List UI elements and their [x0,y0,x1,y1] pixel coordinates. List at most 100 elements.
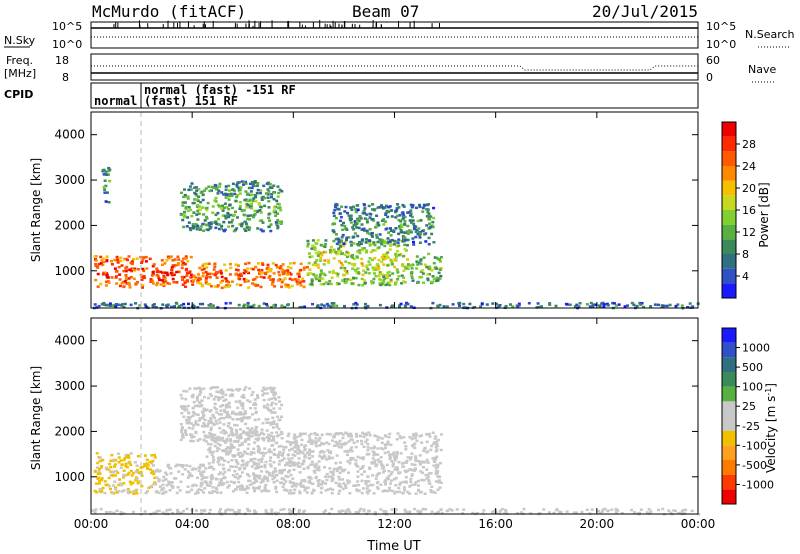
echo-cell [325,432,329,436]
echo-cell [215,407,218,411]
echo-cell [346,432,350,436]
echo-cell [179,304,183,307]
echo-cell [183,280,187,283]
echo-cell [373,257,377,260]
echo-cell [677,512,681,515]
echo-cell [427,236,431,240]
echo-cell [196,423,200,427]
echo-cell [409,468,413,472]
echo-cell [212,423,216,426]
echo-cell [155,283,159,287]
echo-cell [200,424,204,428]
echo-cell [96,461,100,465]
echo-cell [347,261,351,265]
echo-cell [548,302,552,305]
echo-cell [279,209,283,212]
echo-cell [392,228,396,232]
echo-cell [357,249,361,252]
echo-cell [177,470,181,473]
echo-cell [280,285,284,289]
echo-cell [220,275,224,279]
echo-cell [222,206,226,210]
echo-cell [331,477,335,481]
echo-cell [352,242,356,245]
echo-cell [410,473,414,476]
echo-cell [313,246,317,249]
echo-cell [347,434,350,438]
echo-cell [390,508,394,511]
echo-cell [426,473,430,477]
echo-cell [409,214,413,217]
echo-cell [324,250,328,254]
echo-cell [287,272,291,275]
echo-cell [257,304,261,308]
echo-cell [384,435,388,438]
echo-cell [93,469,97,473]
echo-cell [321,480,325,483]
echo-cell [156,281,159,285]
echo-cell [99,459,103,463]
echo-cell [413,469,417,472]
echo-cell [244,487,247,491]
echo-cell [269,403,273,407]
echo-cell [318,451,322,454]
echo-cell [261,221,265,224]
echo-cell [252,182,255,186]
echo-cell [213,444,217,448]
colorbar-tick-label: 1000 [742,342,770,355]
echo-cell [231,490,235,493]
echo-cell [213,199,217,202]
echo-cell [422,460,426,464]
echo-cell [435,448,439,451]
echo-cell [197,212,201,215]
echo-cell [293,454,297,457]
echo-cell [237,509,241,512]
echo-cell [244,206,248,209]
echo-cell [366,442,370,446]
echo-cell [202,213,206,216]
echo-cell [188,474,191,477]
echo-cell [647,508,651,511]
echo-cell [365,221,369,224]
echo-cell [349,448,352,452]
echo-cell [330,276,334,279]
echo-cell [144,260,148,263]
echo-cell [331,473,335,476]
echo-cell [196,439,200,442]
echo-cell [124,464,128,468]
echo-cell [363,470,366,473]
echo-cell [345,272,349,275]
echo-cell [299,268,303,272]
echo-cell [231,432,235,435]
echo-cell [314,464,318,468]
echo-cell [338,461,342,464]
echo-cell [247,433,251,436]
echo-cell [384,446,388,449]
echo-cell [110,453,114,457]
colorbar-tick-label: -25 [742,420,760,433]
echo-cell [201,476,205,479]
echo-cell [311,263,315,266]
echo-cell [409,209,413,212]
echo-cell [247,479,250,483]
echo-cell [171,264,175,267]
echo-cell [284,474,288,478]
echo-cell [134,479,138,482]
echo-cell [390,238,394,242]
echo-cell [183,281,187,285]
echo-cell [388,454,391,457]
echo-cell [303,432,307,435]
echo-cell [317,278,321,281]
echo-cell [278,206,282,209]
echo-cell [217,189,221,192]
echo-cell [262,433,266,436]
echo-cell [462,302,466,306]
echo-cell [370,280,373,283]
echo-cell [363,279,367,282]
echo-cell [232,510,236,514]
echo-cell [427,252,431,256]
nave-label: Nave [748,63,776,76]
echo-cell [278,266,282,270]
echo-cell [382,218,386,221]
echo-cell [257,462,261,466]
